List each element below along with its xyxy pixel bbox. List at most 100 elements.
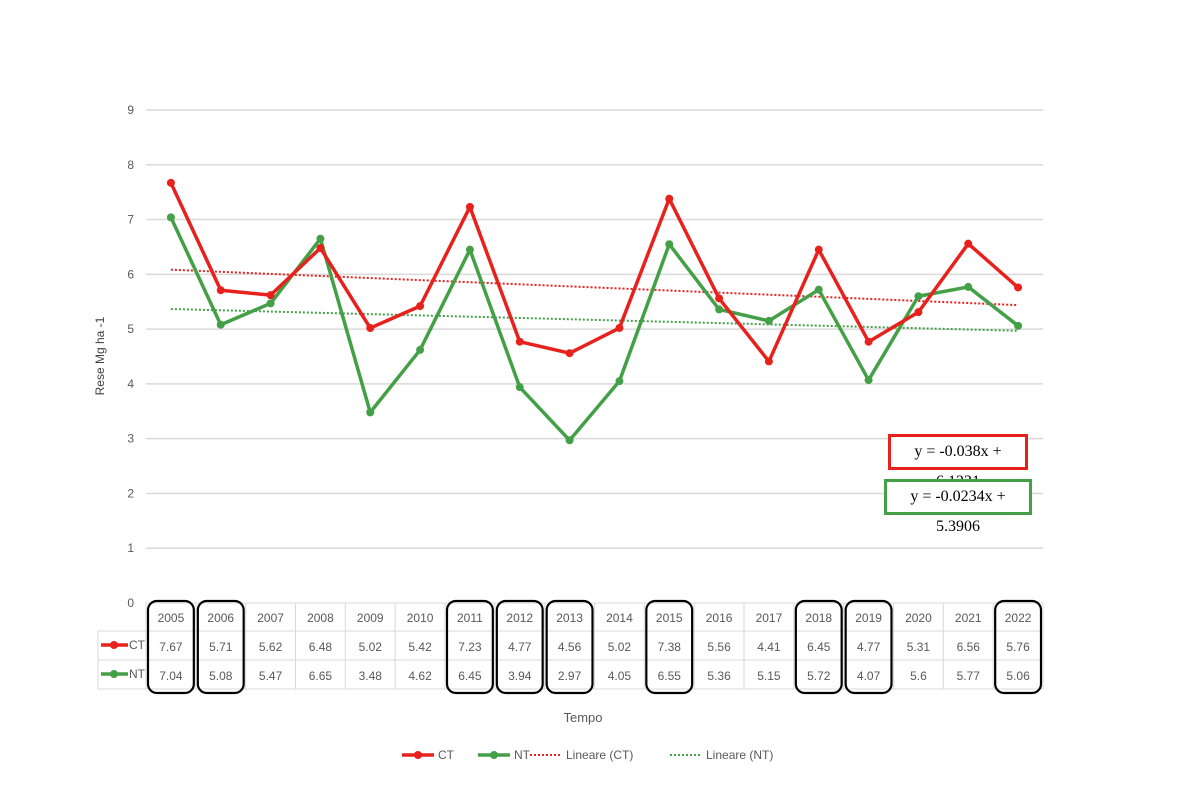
table-value-cell-ct: 6.56: [957, 640, 981, 654]
table-year-cell: 2006: [207, 611, 234, 625]
legend-label: NT: [514, 748, 531, 762]
table-value-cell-ct: 5.02: [359, 640, 383, 654]
y-tick-label: 7: [127, 213, 134, 227]
table-value-cell-ct: 4.41: [757, 640, 781, 654]
table-value-cell-ct: 6.45: [807, 640, 831, 654]
y-tick-label: 1: [127, 541, 134, 555]
table-year-cell: 2014: [606, 611, 633, 625]
table-value-cell-ct: 4.56: [558, 640, 582, 654]
table-year-cell: 2012: [506, 611, 533, 625]
legend-marker: [490, 751, 498, 759]
table-value-cell-nt: 5.72: [807, 669, 831, 683]
legend-marker: [414, 751, 422, 759]
data-point-ct: [266, 291, 275, 300]
data-point-nt: [964, 282, 973, 291]
table-year-cell: 2018: [805, 611, 832, 625]
table-value-cell-nt: 2.97: [558, 669, 582, 683]
y-tick-label: 3: [127, 432, 134, 446]
table-value-cell-nt: 4.62: [408, 669, 432, 683]
table-value-cell-nt: 5.6: [910, 669, 927, 683]
table-value-cell-ct: 5.42: [408, 640, 432, 654]
table-year-cell: 2020: [905, 611, 932, 625]
table-year-cell: 2019: [855, 611, 882, 625]
table-value-cell-nt: 6.45: [458, 669, 482, 683]
table-value-cell-nt: 5.08: [209, 669, 233, 683]
data-point-nt: [266, 299, 275, 308]
data-point-ct: [216, 286, 225, 295]
table-value-cell-ct: 5.76: [1006, 640, 1030, 654]
table-series-label: NT: [129, 667, 146, 681]
table-value-cell-nt: 3.48: [359, 669, 383, 683]
table-year-cell: 2011: [457, 611, 483, 625]
data-point-ct: [814, 245, 823, 254]
data-point-ct: [764, 357, 773, 366]
data-point-nt: [216, 320, 225, 329]
highlight-box: [196, 599, 245, 695]
data-point-nt: [465, 245, 474, 254]
ct-trend-equation: y = -0.038x + 6.1221: [888, 434, 1028, 490]
table-value-cell-nt: 4.05: [608, 669, 632, 683]
nt-trend-equation: y = -0.0234x + 5.3906: [884, 479, 1032, 535]
x-axis-title: Tempo: [563, 710, 602, 725]
data-point-ct: [416, 302, 425, 311]
data-point-ct: [166, 178, 175, 187]
table-value-cell-nt: 5.36: [707, 669, 731, 683]
y-tick-label: 5: [127, 322, 134, 336]
y-tick-label: 8: [127, 158, 134, 172]
table-value-cell-ct: 5.71: [209, 640, 233, 654]
trendline-nt: [170, 307, 1019, 332]
table-year-cell: 2010: [407, 611, 434, 625]
legend-label: Lineare (CT): [566, 748, 633, 762]
table-year-cell: 2013: [556, 611, 583, 625]
table-value-cell-nt: 5.15: [757, 669, 781, 683]
data-point-ct: [864, 337, 873, 346]
data-point-ct: [615, 324, 624, 333]
table-year-cell: 2008: [307, 611, 334, 625]
data-point-ct: [964, 239, 973, 248]
series-line-nt: [169, 216, 1020, 443]
table-value-cell-ct: 6.48: [309, 640, 333, 654]
data-point-nt: [764, 316, 773, 325]
data-point-nt: [914, 292, 923, 301]
highlight-box: [545, 599, 594, 695]
table-value-cell-ct: 5.31: [907, 640, 931, 654]
legend-key-marker: [110, 670, 118, 678]
table-year-cell: 2005: [158, 611, 185, 625]
data-point-nt: [715, 305, 724, 314]
data-point-ct: [316, 244, 325, 253]
table-value-cell-nt: 3.94: [508, 669, 532, 683]
legend-label: Lineare (NT): [706, 748, 773, 762]
data-point-nt: [565, 436, 574, 445]
table-value-cell-nt: 7.04: [159, 669, 183, 683]
table-value-cell-ct: 5.56: [707, 640, 731, 654]
data-point-ct: [366, 324, 375, 333]
highlight-box: [844, 599, 893, 695]
table-year-cell: 2021: [955, 611, 982, 625]
table-value-cell-nt: 6.65: [309, 669, 333, 683]
series-line-ct: [169, 182, 1020, 364]
data-point-nt: [416, 345, 425, 354]
table-value-cell-nt: 5.06: [1006, 669, 1030, 683]
data-point-nt: [814, 285, 823, 294]
data-point-nt: [316, 234, 325, 243]
data-point-nt: [366, 408, 375, 417]
highlight-box: [495, 599, 544, 695]
table-year-cell: 2022: [1005, 611, 1032, 625]
highlight-box: [794, 599, 843, 695]
table-value-cell-nt: 6.55: [658, 669, 682, 683]
legend-key-marker: [110, 641, 118, 649]
table-year-cell: 2015: [656, 611, 683, 625]
data-point-ct: [465, 202, 474, 211]
table-series-label: CT: [129, 638, 146, 652]
table-year-cell: 2007: [257, 611, 284, 625]
highlight-box: [445, 599, 494, 695]
data-point-ct: [1014, 283, 1023, 292]
table-value-cell-ct: 5.62: [259, 640, 283, 654]
table-value-cell-nt: 5.47: [259, 669, 283, 683]
data-point-ct: [565, 349, 574, 358]
table-value-cell-ct: 7.23: [458, 640, 482, 654]
y-tick-label: 9: [127, 103, 134, 117]
data-point-ct: [914, 308, 923, 317]
data-point-ct: [665, 194, 674, 203]
